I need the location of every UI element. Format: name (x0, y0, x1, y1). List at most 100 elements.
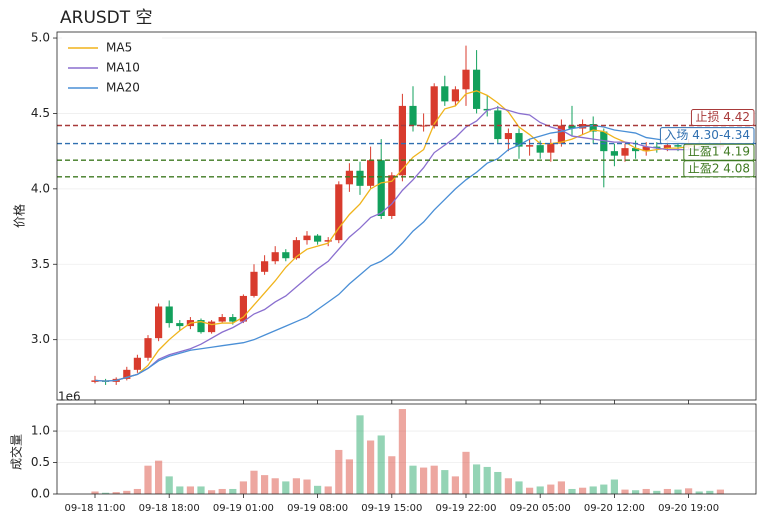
volume-bar (579, 487, 587, 494)
level-label-text: 入场 4.30-4.34 (664, 128, 750, 142)
candle-body (409, 105, 417, 126)
volume-bar (398, 409, 406, 494)
volume-bar (621, 489, 629, 494)
volume-bar (377, 435, 385, 494)
volume-offset: 1e6 (58, 390, 81, 404)
level-label-box (683, 160, 755, 178)
level-label: 入场 4.30-4.34 (659, 127, 755, 145)
candle-body (271, 252, 279, 262)
x-tick-label: 09-19 22:00 (435, 503, 496, 514)
volume-bar (653, 490, 661, 494)
candle-body (451, 89, 459, 102)
volume-bar (663, 488, 671, 494)
y-tick-label: 4.5 (31, 106, 50, 120)
x-tick-label: 09-18 11:00 (64, 503, 125, 514)
candle-body (642, 146, 650, 152)
x-tick-label: 09-20 12:00 (584, 503, 645, 514)
volume-bar (112, 492, 120, 494)
volume-bar (589, 486, 597, 494)
candle-body (494, 110, 502, 140)
y-tick-label: 0.0 (31, 487, 50, 501)
plot-frame (56, 31, 757, 401)
volume-bar (483, 466, 491, 494)
legend-label: MA10 (106, 61, 140, 75)
volume-bar (239, 481, 247, 494)
volume-bar (547, 484, 555, 494)
candle-body (133, 357, 141, 370)
candle-body (292, 240, 300, 259)
candle-body (250, 271, 258, 296)
candle-body (579, 124, 587, 129)
level-label-text: 止损 4.42 (695, 110, 750, 124)
volume-bar (504, 478, 512, 494)
volume-bar (123, 490, 131, 494)
ma-line (94, 106, 721, 382)
volume-bar (473, 464, 481, 494)
y-tick-label: 0.5 (31, 455, 50, 469)
candle-body (473, 69, 481, 109)
candle-body (377, 160, 385, 216)
volume-bar (186, 486, 194, 494)
candle-body (165, 306, 173, 324)
candle-body (398, 105, 406, 176)
y-tick-label: 1.0 (31, 424, 50, 438)
candle-body (557, 125, 565, 144)
volume-bar (197, 486, 205, 494)
candle-body (515, 133, 523, 147)
candle-body (663, 145, 671, 149)
volume-bar (695, 491, 703, 494)
volume-bar (303, 479, 311, 494)
volume-axis-label: 成交量 (9, 434, 24, 470)
candle-body (483, 108, 491, 111)
chart-title: ARUSDT 空 (60, 8, 153, 28)
volume-bar (208, 490, 216, 494)
y-tick-label: 4.0 (31, 181, 50, 195)
candle-body (610, 151, 618, 156)
volume-bar (526, 487, 534, 494)
y-tick-label: 5.0 (31, 31, 50, 45)
candle-body (632, 148, 640, 152)
volume-bar (91, 491, 99, 494)
candle-body (123, 369, 131, 379)
candle-body (536, 145, 544, 153)
candle-body (197, 320, 205, 333)
volume-bar (420, 467, 428, 494)
candle-body (600, 131, 608, 152)
volume-bar (536, 486, 544, 494)
volume-bar (557, 481, 565, 494)
volume-frame (56, 403, 757, 495)
volume-bar (367, 440, 375, 494)
x-tick-label: 09-19 08:00 (287, 503, 348, 514)
volume-bar (155, 460, 163, 494)
volume-bar (430, 465, 438, 494)
candle-body (303, 235, 311, 241)
ma-line (94, 90, 721, 382)
candle-body (388, 175, 396, 216)
x-tick-label: 09-18 18:00 (139, 503, 200, 514)
y-axis-label: 价格 (12, 204, 27, 228)
candle-body (282, 252, 290, 259)
candle-body (239, 295, 247, 322)
candle-body (621, 148, 629, 156)
candle-body (144, 338, 152, 358)
level-label-text: 止盈1 4.19 (688, 145, 750, 159)
candle-body (674, 145, 682, 147)
volume-bar (356, 415, 364, 494)
volume-bar (568, 488, 576, 494)
level-label-box (690, 109, 755, 127)
candle-body (367, 160, 375, 186)
volume-bar (515, 481, 523, 494)
candle-body (526, 145, 534, 147)
volume-bar (165, 476, 173, 494)
candle-body (208, 321, 216, 333)
level-label-box (659, 127, 755, 145)
candle-body (504, 133, 512, 140)
level-label: 止盈2 4.08 (683, 160, 755, 178)
candle-body (176, 323, 184, 327)
volume-bar (176, 486, 184, 494)
candle-body (155, 306, 163, 339)
volume-bar (292, 478, 300, 494)
candle-body (547, 143, 555, 153)
x-tick-label: 09-19 01:00 (213, 503, 274, 514)
volume-bar (441, 470, 449, 494)
